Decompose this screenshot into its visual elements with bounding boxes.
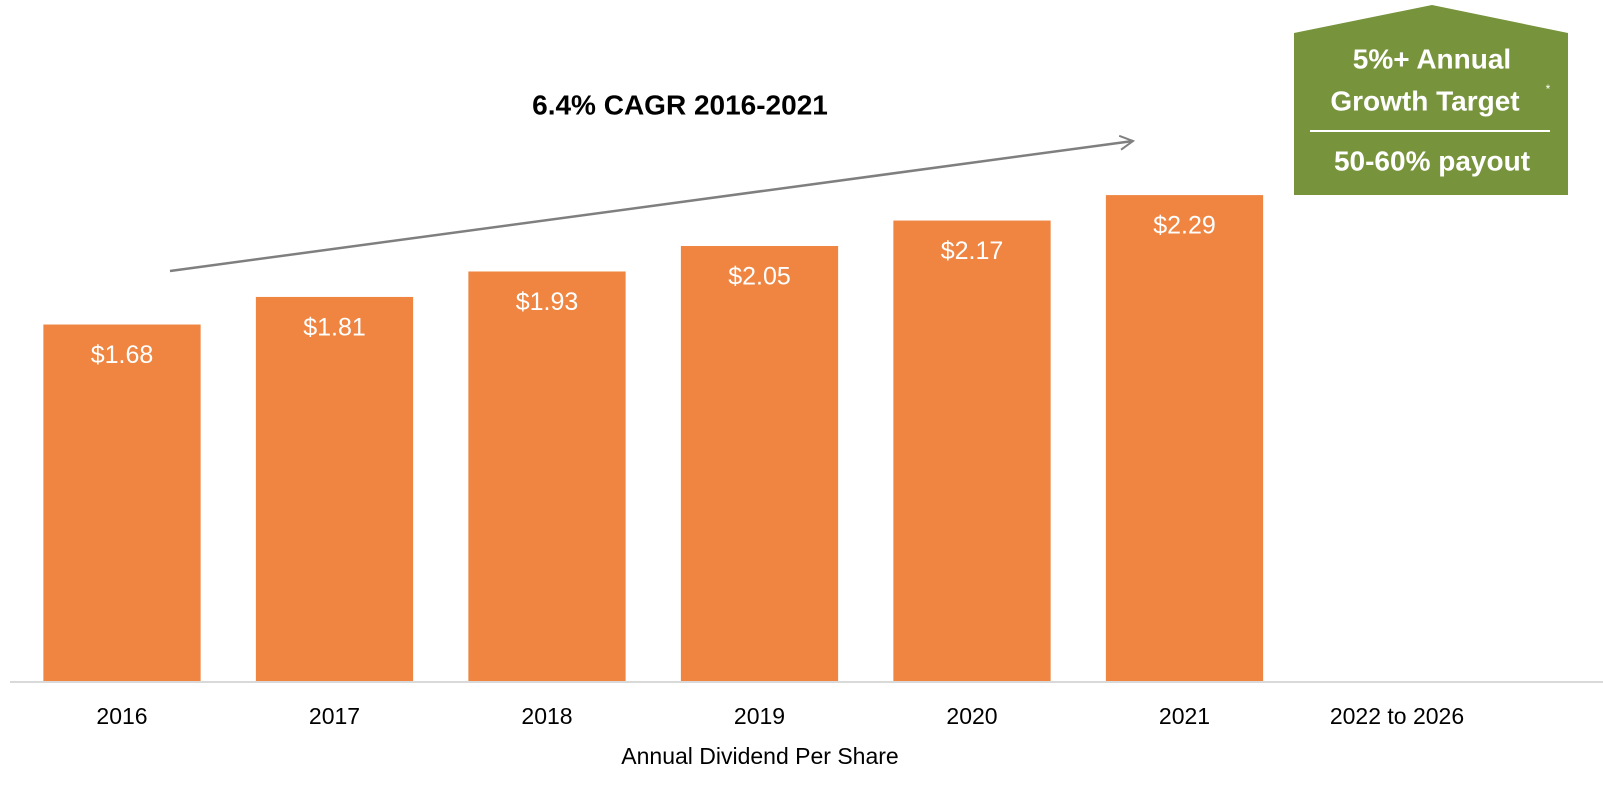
target-line1: 5%+ Annual — [1353, 43, 1511, 74]
data-label: $2.29 — [1153, 212, 1216, 240]
bar — [893, 220, 1051, 681]
bar — [680, 246, 839, 681]
footnote-mark: * — [1546, 82, 1551, 96]
bar — [1105, 195, 1264, 681]
x-tick-label: 2019 — [734, 703, 785, 729]
data-label: $2.05 — [728, 263, 791, 291]
x-tick-label: 2021 — [1159, 703, 1210, 729]
x-tick-label: 2016 — [96, 703, 147, 729]
trend-arrow — [169, 141, 1133, 273]
target-line2: Growth Target — [1330, 85, 1519, 116]
x-tick-label: 2022 to 2026 — [1330, 703, 1464, 729]
cagr-annotation: 6.4% CAGR 2016-2021 — [532, 89, 828, 120]
x-tick-label: 2017 — [309, 703, 360, 729]
x-axis-label: Annual Dividend Per Share — [621, 743, 898, 769]
data-label: $1.93 — [516, 288, 579, 316]
data-label: $1.68 — [91, 341, 154, 369]
data-label: $2.17 — [941, 237, 1004, 265]
x-tick-label: 2020 — [946, 703, 997, 729]
bar — [255, 296, 414, 681]
data-label: $1.81 — [303, 314, 366, 342]
target-payout: 50-60% payout — [1334, 145, 1530, 176]
target-box — [1294, 5, 1568, 195]
bar — [468, 271, 626, 681]
bar — [43, 324, 201, 681]
x-tick-label: 2018 — [521, 703, 572, 729]
